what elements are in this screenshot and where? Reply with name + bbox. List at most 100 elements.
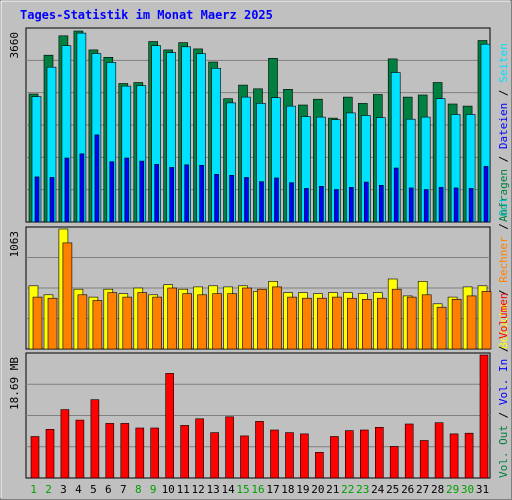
bar-seiten-day-23 — [363, 181, 369, 223]
legend-top: Anfragen / Dateien / Seiten — [497, 43, 510, 222]
bar-seiten-day-21 — [334, 189, 339, 223]
bar-rechner-day-18 — [287, 296, 297, 350]
bar-rechner-day-28 — [436, 306, 447, 350]
bar-seiten-day-12 — [199, 165, 204, 223]
x-tick-label-day-19: 19 — [296, 483, 309, 496]
bar-rechner-day-8 — [137, 292, 148, 350]
legend-item-anfragen: Anfragen — [497, 169, 510, 222]
bar-seiten-day-6 — [109, 161, 115, 223]
panel-middle — [25, 226, 492, 350]
x-tick-label-day-9: 9 — [150, 483, 157, 496]
legend-item-vol-out: Vol. Out — [497, 425, 510, 478]
legend-item-dateien: Dateien — [497, 103, 510, 149]
bar-seiten-day-3 — [64, 157, 70, 223]
bar-rechner-day-16 — [257, 288, 267, 350]
x-tick-label-day-12: 12 — [191, 483, 204, 496]
x-tick-label-day-29: 29 — [446, 483, 459, 496]
bar-seiten-day-5 — [94, 134, 100, 223]
bar-seiten-day-1 — [34, 176, 40, 223]
bar-rechner-day-31 — [481, 291, 492, 350]
y-max-label-bottom: 18.69 MB — [8, 357, 21, 410]
chart-title: Tages-Statistik im Monat Maerz 2025 — [20, 8, 273, 22]
bar-seiten-day-13 — [214, 174, 219, 223]
bar-seiten-day-26 — [408, 187, 414, 223]
x-tick-label-day-6: 6 — [105, 483, 112, 496]
y-max-label-top: 3660 — [8, 32, 21, 59]
bar-volumen-day-2 — [45, 428, 55, 479]
bar-rechner-day-7 — [122, 296, 133, 350]
bar-rechner-day-27 — [421, 294, 432, 350]
bar-rechner-day-6 — [107, 292, 118, 350]
x-tick-label-day-30: 30 — [461, 483, 474, 496]
bar-volumen-day-8 — [135, 427, 145, 479]
x-tick-label-day-1: 1 — [30, 483, 37, 496]
bar-seiten-day-29 — [453, 187, 459, 223]
bar-rechner-day-4 — [77, 294, 88, 350]
bar-volumen-day-17 — [270, 429, 279, 479]
bar-seiten-day-14 — [229, 175, 234, 223]
legend-item-vol-in: Vol. In — [497, 359, 510, 405]
bar-rechner-day-20 — [317, 297, 327, 350]
bar-seiten-day-19 — [304, 188, 309, 223]
x-tick-label-day-31: 31 — [476, 483, 489, 496]
x-tick-label-day-5: 5 — [90, 483, 97, 496]
x-tick-label-day-4: 4 — [75, 483, 82, 496]
bar-volumen-day-13 — [210, 432, 219, 479]
panel-top — [25, 27, 491, 223]
x-tick-label-day-24: 24 — [371, 483, 385, 496]
bar-seiten-day-15 — [244, 177, 249, 223]
bar-volumen-day-29 — [449, 433, 459, 479]
bar-seiten-day-2 — [49, 177, 55, 223]
x-tick-label-day-3: 3 — [60, 483, 67, 496]
bar-volumen-day-30 — [464, 432, 474, 479]
bar-rechner-day-21 — [332, 296, 342, 350]
bar-seiten-day-4 — [79, 153, 85, 223]
bar-seiten-day-31 — [483, 166, 489, 223]
y-axis-labels: 3660 1063 18.69 MB — [8, 32, 21, 410]
bar-volumen-day-28 — [434, 422, 444, 479]
bar-volumen-day-4 — [75, 419, 85, 479]
bar-volumen-day-18 — [285, 432, 294, 479]
bar-seiten-day-11 — [184, 164, 189, 223]
bar-seiten-day-18 — [289, 182, 294, 223]
y-max-label-middle: 1063 — [8, 231, 21, 258]
x-tick-label-day-13: 13 — [206, 483, 219, 496]
bar-rechner-day-26 — [406, 296, 417, 350]
bar-rechner-day-11 — [182, 293, 192, 350]
legend-separator: / — [497, 283, 510, 303]
bar-volumen-day-7 — [120, 423, 130, 479]
bar-seiten-day-17 — [274, 177, 279, 223]
legend-bottom: Vol. Out / Vol. In / Volumen — [497, 293, 510, 478]
bar-rechner-day-24 — [376, 297, 387, 350]
x-tick-label-day-18: 18 — [281, 483, 294, 496]
bar-volumen-day-16 — [255, 421, 264, 479]
legend-separator: / — [497, 405, 510, 425]
bar-volumen-day-27 — [419, 440, 429, 479]
x-tick-label-day-16: 16 — [251, 483, 264, 496]
legend-item-besuche: Besuche — [497, 303, 510, 349]
legend-separator: / — [497, 217, 510, 237]
bar-seiten-day-8 — [139, 160, 145, 223]
bar-seiten-day-28 — [438, 187, 444, 223]
bar-volumen-day-23 — [359, 429, 369, 479]
x-tick-label-day-21: 21 — [326, 483, 339, 496]
legend-separator: / — [497, 83, 510, 103]
bar-volumen-day-1 — [30, 436, 40, 479]
x-tick-label-day-10: 10 — [162, 483, 175, 496]
x-tick-label-day-11: 11 — [177, 483, 190, 496]
bar-rechner-day-23 — [361, 298, 372, 350]
bar-rechner-day-2 — [47, 297, 58, 350]
legend-middle: Besuche / Rechner / Out — [497, 197, 510, 349]
bar-rechner-day-3 — [62, 242, 73, 350]
bar-rechner-day-10 — [167, 287, 177, 350]
bar-volumen-day-3 — [60, 409, 70, 479]
bar-volumen-day-20 — [315, 451, 324, 479]
bar-rechner-day-30 — [466, 295, 477, 350]
bar-volumen-day-19 — [300, 433, 309, 479]
bar-volumen-day-26 — [404, 423, 414, 479]
bar-rechner-day-17 — [272, 286, 282, 350]
bar-volumen-day-12 — [195, 418, 204, 479]
